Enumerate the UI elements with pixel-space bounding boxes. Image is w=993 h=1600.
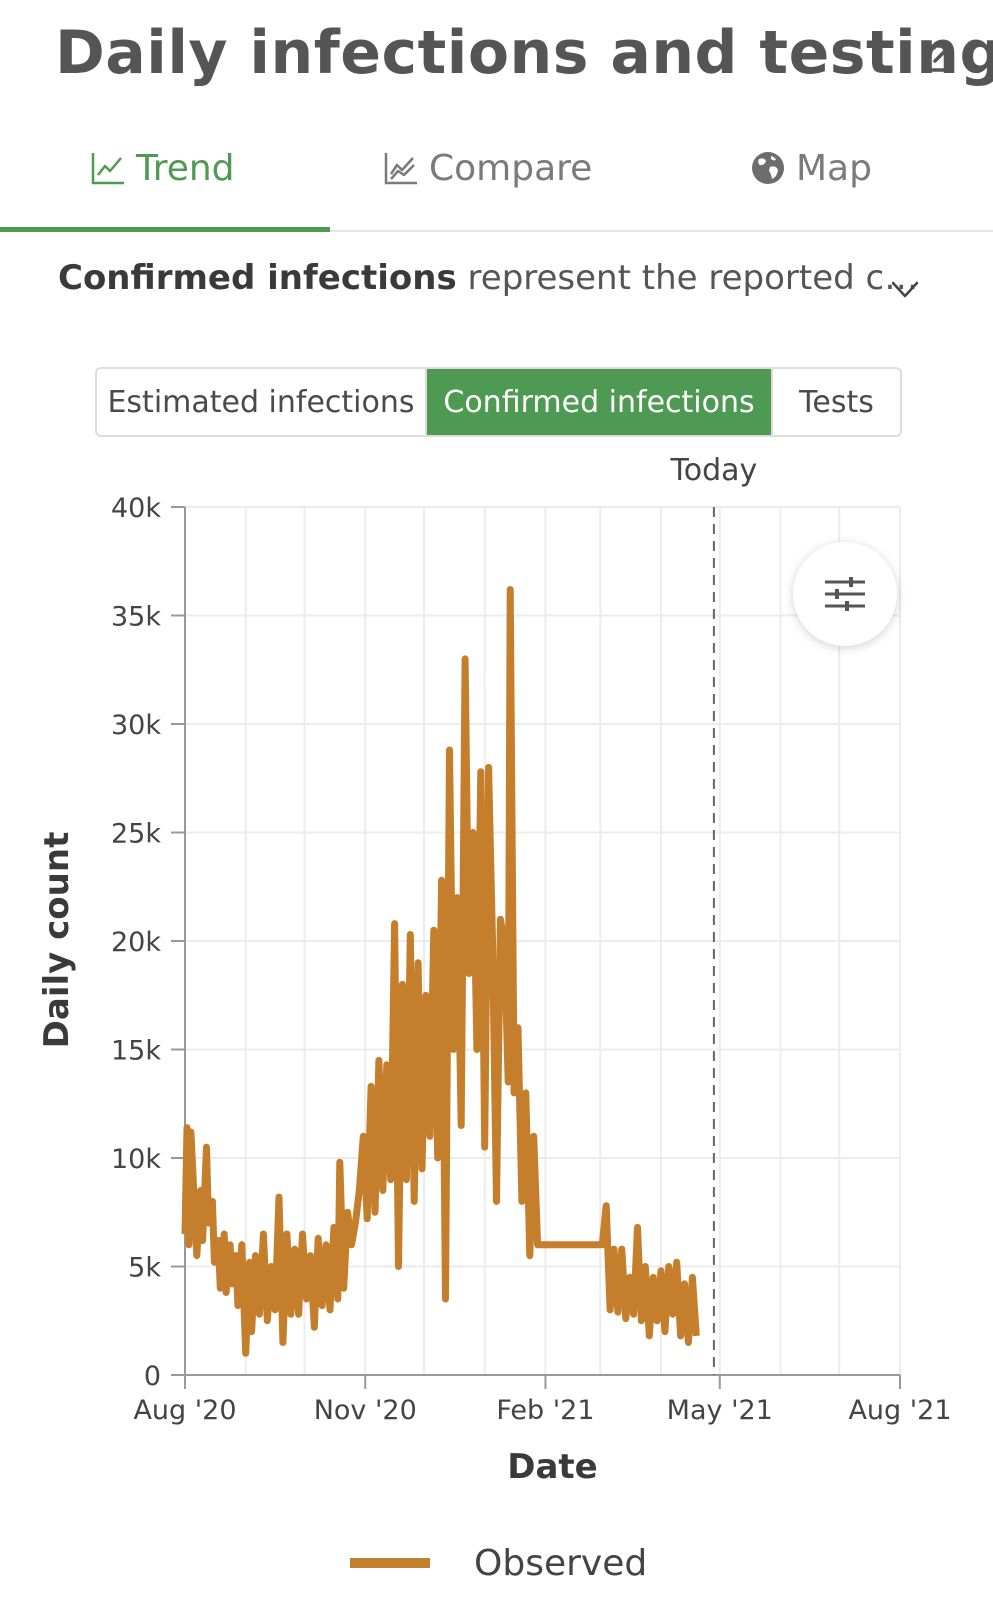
x-tick-label: Aug '21 — [848, 1395, 951, 1426]
y-tick-label: 40k — [111, 493, 161, 524]
description-text: Confirmed infections represent the repor… — [58, 258, 918, 298]
metric-segmented-control: Estimated infections Confirmed infection… — [95, 367, 902, 437]
y-tick-label: 5k — [128, 1253, 161, 1284]
x-tick-label: May '21 — [667, 1395, 773, 1426]
x-tick-label: Feb '21 — [496, 1395, 594, 1426]
x-tick-label: Nov '20 — [314, 1395, 417, 1426]
chevron-down-icon[interactable] — [890, 280, 920, 300]
description-rest: represent the reported c… — [456, 258, 919, 298]
sliders-icon — [825, 577, 865, 611]
y-tick-label: 30k — [111, 710, 161, 741]
y-tick-label: 20k — [111, 927, 161, 958]
segment-tests[interactable]: Tests — [771, 369, 900, 435]
y-tick-label: 0 — [144, 1361, 161, 1392]
header: Daily infections and testing — [0, 18, 993, 98]
tab-compare[interactable]: Compare — [383, 138, 592, 198]
today-label: Today — [670, 453, 758, 488]
legend-label-observed: Observed — [474, 1542, 648, 1584]
trend-line-icon — [91, 153, 124, 185]
tab-map[interactable]: Map — [750, 138, 872, 198]
active-tab-indicator — [0, 227, 330, 232]
legend-swatch-observed — [350, 1558, 430, 1568]
line-chart: 0 5k 10k 15k 20k 25k 30k 35k 40k Aug '20 Nov '20 Fe… — [37, 453, 952, 1487]
description-toggle[interactable]: Confirmed infections represent the repor… — [58, 250, 958, 314]
page-title: Daily infections and testing — [55, 18, 993, 88]
globe-icon — [752, 152, 784, 184]
y-tick-label: 35k — [111, 602, 161, 633]
segment-estimated-infections[interactable]: Estimated infections — [97, 369, 425, 435]
tab-trend[interactable]: Trend — [90, 138, 235, 198]
compare-chart-icon — [384, 153, 417, 185]
view-tabs: Trend Compare Map — [0, 128, 993, 232]
x-tick-label: Aug '20 — [133, 1395, 236, 1426]
series-line-observed — [181, 586, 700, 1357]
chart-settings-button[interactable] — [793, 542, 897, 646]
y-tick-label: 10k — [111, 1144, 161, 1175]
tab-map-label: Map — [796, 147, 872, 189]
external-link-icon[interactable] — [920, 42, 954, 76]
y-axis-title: Daily count — [37, 832, 77, 1049]
tab-trend-label: Trend — [136, 147, 235, 189]
description-bold: Confirmed infections — [58, 258, 457, 298]
segment-confirmed-infections[interactable]: Confirmed infections — [425, 369, 771, 435]
x-axis-title: Date — [507, 1447, 597, 1487]
chart-legend: Observed — [350, 1538, 647, 1588]
y-tick-label: 15k — [111, 1036, 161, 1067]
tab-compare-label: Compare — [429, 147, 593, 189]
y-tick-label: 25k — [111, 819, 161, 850]
